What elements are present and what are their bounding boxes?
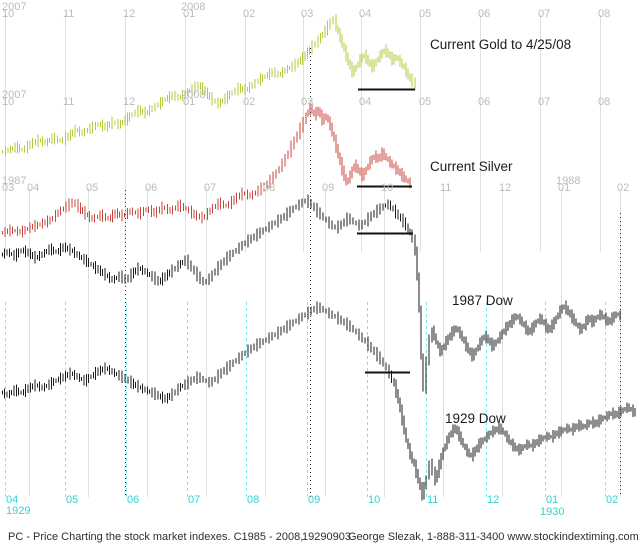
silver-axis-month-label: 04 xyxy=(359,96,372,108)
dow1929-axis-year-label: 1929 xyxy=(6,505,31,517)
dow1929-axis-year-label: 1930 xyxy=(540,506,565,518)
silver-axis-month-label: 11 xyxy=(63,96,75,108)
gold-axis-month-label: 01 xyxy=(183,8,196,20)
dow1929-axis-month-label: 01 xyxy=(546,494,559,506)
gold-axis-month-label: 02 xyxy=(243,8,256,20)
dow1987-axis-month-label: 10 xyxy=(381,182,394,194)
dow-1987-series-label: 1987 Dow xyxy=(452,293,513,308)
dow1987-axis-month-label: 08 xyxy=(263,182,276,194)
gold-axis-month-label: 10 xyxy=(2,8,15,20)
dow1987-axis-month-label: 07 xyxy=(204,182,217,194)
silver-series-label: Current Silver xyxy=(430,159,513,174)
silver-axis-month-label: 01 xyxy=(183,96,196,108)
dow1987-axis-month-label: 05 xyxy=(86,182,99,194)
dow1987-axis-month-label: 11 xyxy=(440,182,452,194)
dow1929-axis-month-label: 07 xyxy=(188,494,201,506)
silver-axis-year-label: 2007 xyxy=(2,89,27,101)
dow1987-axis-month-label: 03 xyxy=(2,182,15,194)
silver-axis-month-label: 03 xyxy=(301,96,314,108)
silver-axis-month-label: 07 xyxy=(538,96,551,108)
gold-axis-month-label: 08 xyxy=(598,8,611,20)
dow1929-axis-month-label: 09 xyxy=(308,494,321,506)
dow1929-axis-month-label: 12 xyxy=(487,494,500,506)
footer-caption: PC - Price Charting the stock market ind… xyxy=(8,531,304,543)
dow1987-axis-month-label: 09 xyxy=(322,182,335,194)
dow1929-axis-month-label: 02 xyxy=(606,494,619,506)
dow1929-axis-month-label: 08 xyxy=(247,494,260,506)
dow1929-axis-month-label: 06 xyxy=(127,494,140,506)
dow-1929-series-label: 1929 Dow xyxy=(445,411,506,426)
footer-date-code: 19290903 xyxy=(302,531,351,543)
dow1987-axis-year-label: 1988 xyxy=(556,175,581,187)
dow1929-axis-month-label: 10 xyxy=(368,494,381,506)
gold-axis-year-label: 2007 xyxy=(2,1,27,13)
silver-axis-month-label: 12 xyxy=(123,96,136,108)
silver-axis-month-label: 08 xyxy=(598,96,611,108)
dow1987-axis-month-label: 01 xyxy=(558,182,571,194)
gold-series-label: Current Gold to 4/25/08 xyxy=(430,37,572,52)
silver-axis-month-label: 02 xyxy=(243,96,256,108)
dow1987-axis-month-label: 12 xyxy=(499,182,512,194)
silver-axis-month-label: 05 xyxy=(419,96,432,108)
dow1987-axis-month-label: 02 xyxy=(617,182,630,194)
gold-axis-month-label: 12 xyxy=(123,8,136,20)
gold-axis-month-label: 05 xyxy=(419,8,432,20)
gold-axis-year-label: 2008 xyxy=(181,1,206,13)
gold-axis-month-label: 07 xyxy=(538,8,551,20)
silver-axis-year-label: 2008 xyxy=(181,89,206,101)
dow1929-axis-month-label: 04 xyxy=(6,494,19,506)
dow1987-axis-year-label: 1987 xyxy=(2,175,27,187)
dow1929-axis-month-label: 11 xyxy=(427,494,439,506)
gold-axis-month-label: 11 xyxy=(63,8,75,20)
gold-axis-month-label: 04 xyxy=(359,8,372,20)
dow1987-axis-month-label: 06 xyxy=(145,182,158,194)
silver-axis-month-label: 06 xyxy=(478,96,491,108)
gold-axis-month-label: 03 xyxy=(301,8,314,20)
footer-contact: George Slezak, 1-888-311-3400 www.stocki… xyxy=(348,531,640,543)
silver-axis-month-label: 10 xyxy=(2,96,15,108)
dow1929-axis-month-label: 05 xyxy=(66,494,79,506)
gold-axis-month-label: 06 xyxy=(478,8,491,20)
dow1987-axis-month-label: 04 xyxy=(27,182,40,194)
